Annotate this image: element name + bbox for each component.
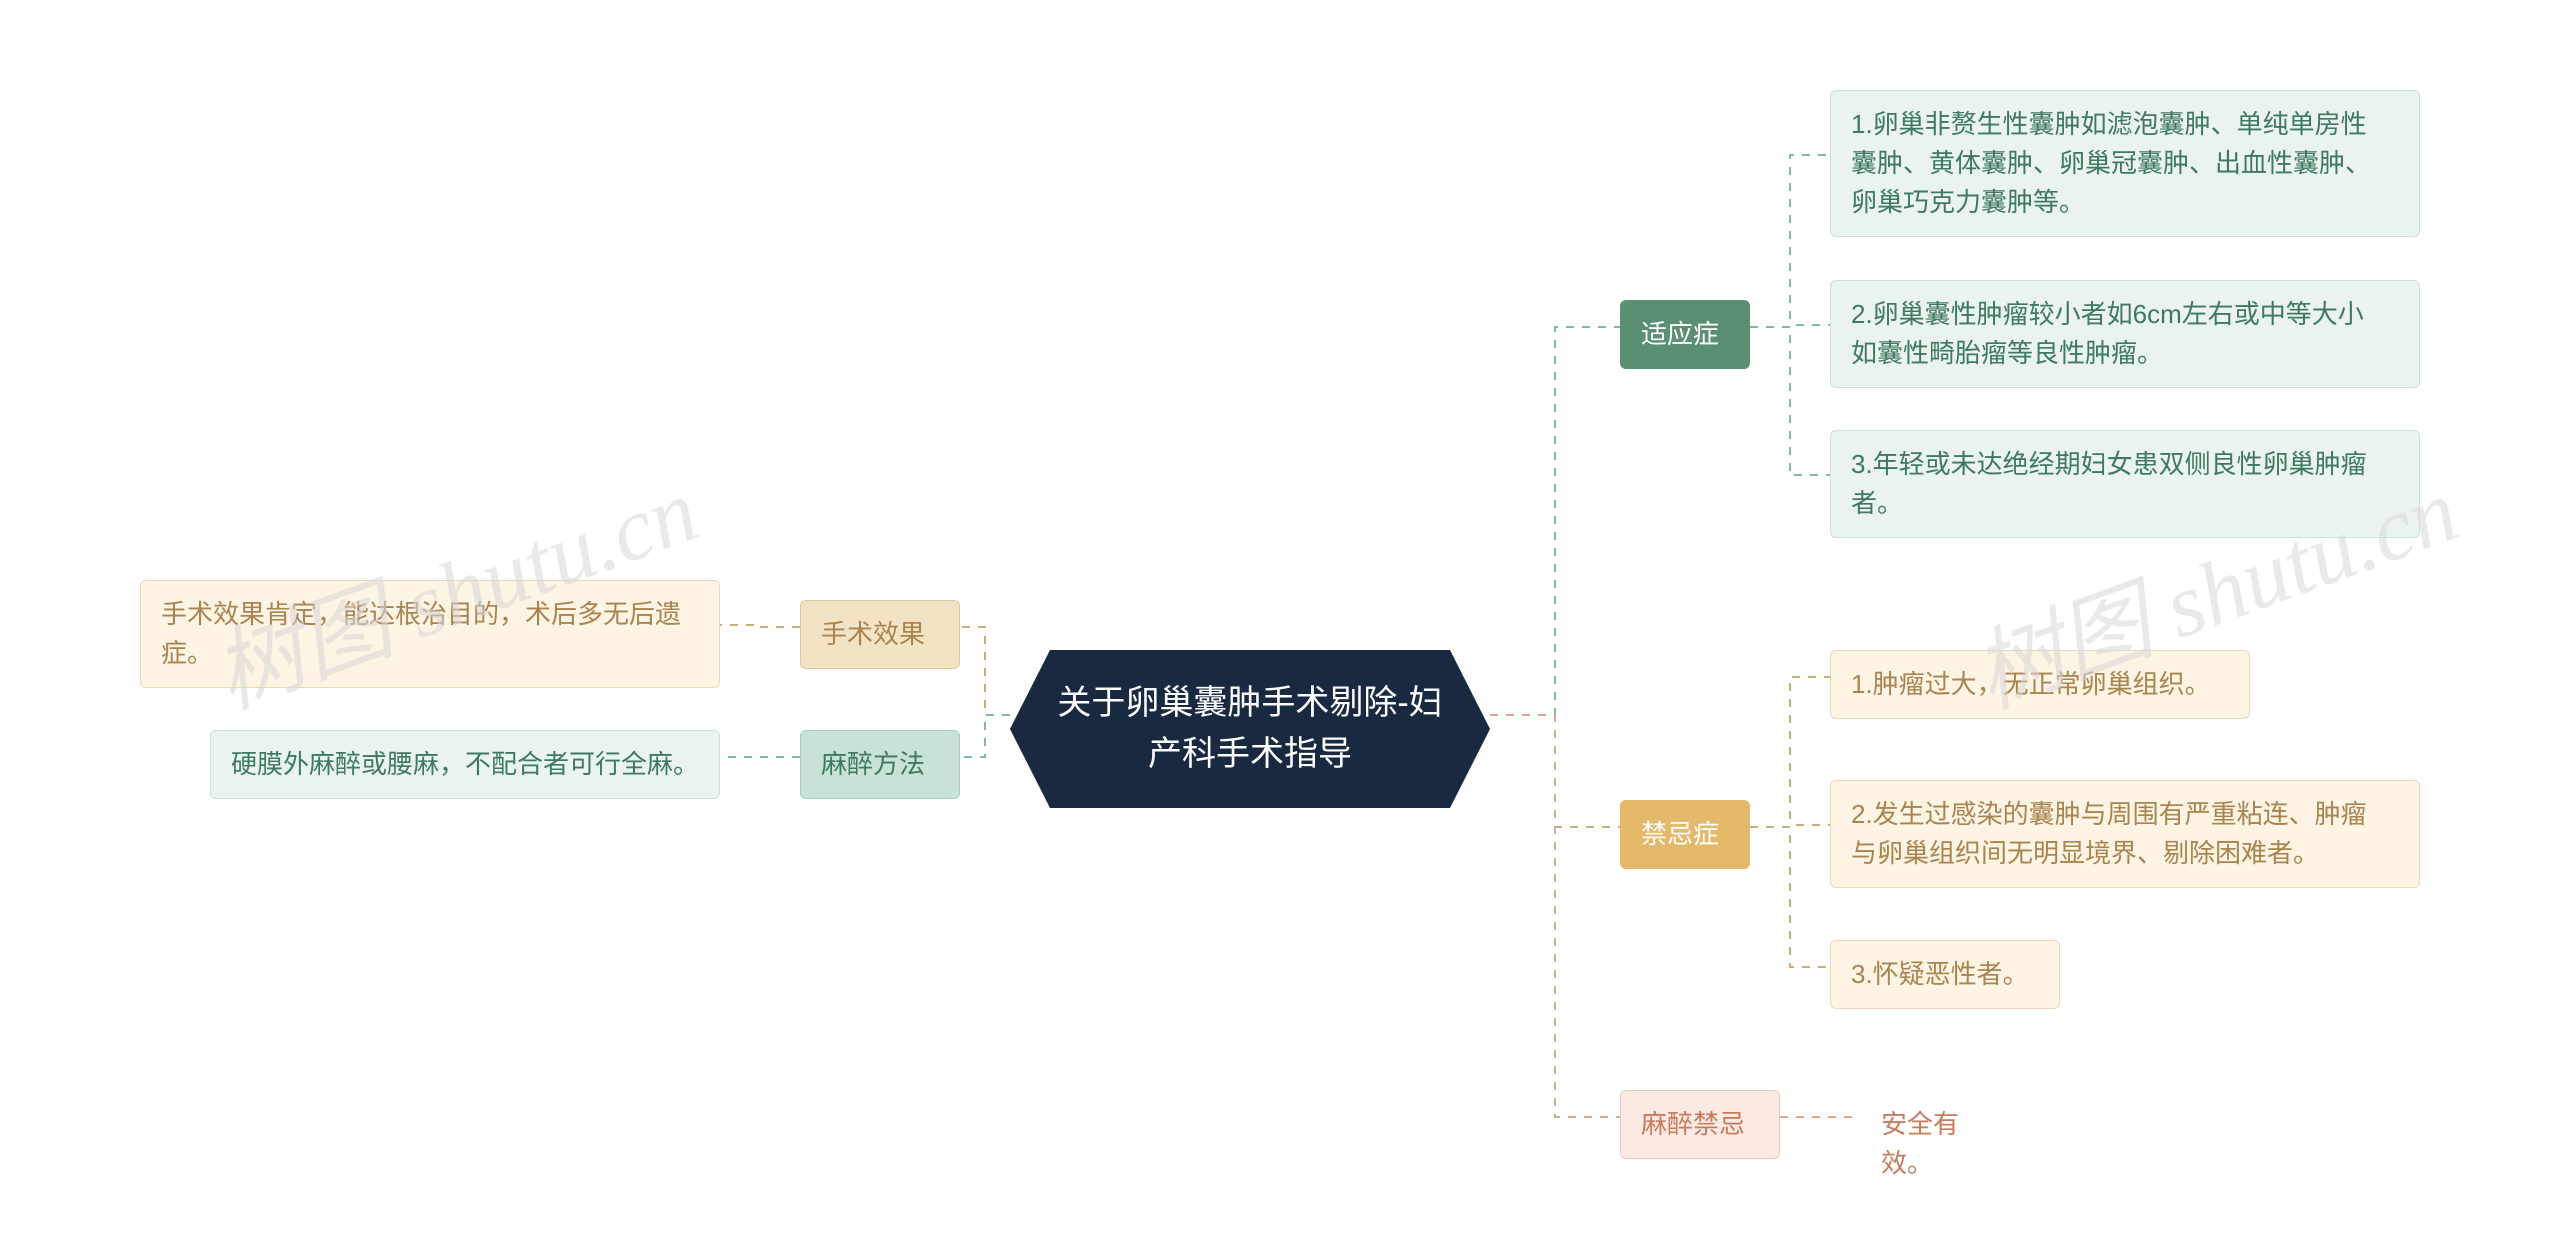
leaf-right-1-2: 3.怀疑恶性者。 (1830, 940, 2060, 1009)
branch-麻醉禁忌: 麻醉禁忌 (1620, 1090, 1780, 1159)
leaf-right-0-1: 2.卵巢囊性肿瘤较小者如6cm左右或中等大小 如囊性畸胎瘤等良性肿瘤。 (1830, 280, 2420, 388)
branch-禁忌症: 禁忌症 (1620, 800, 1750, 869)
leaf-left-1-0: 硬膜外麻醉或腰麻，不配合者可行全麻。 (210, 730, 720, 799)
connector (1750, 827, 1830, 967)
leaf-right-1-1: 2.发生过感染的囊肿与周围有严重粘连、肿瘤 与卵巢组织间无明显境界、剔除困难者。 (1830, 780, 2420, 888)
connector (1490, 715, 1620, 1117)
leaf-left-0-0: 手术效果肯定，能达根治目的，术后多无后遗 症。 (140, 580, 720, 688)
connector (960, 627, 1010, 715)
leaf-right-2-0: 安全有效。 (1860, 1090, 2030, 1198)
connector (1750, 327, 1830, 475)
branch-麻醉方法: 麻醉方法 (800, 730, 960, 799)
leaf-right-0-0: 1.卵巢非赘生性囊肿如滤泡囊肿、单纯单房性 囊肿、黄体囊肿、卵巢冠囊肿、出血性囊… (1830, 90, 2420, 237)
connector (1750, 677, 1830, 827)
connector (720, 625, 800, 627)
leaf-right-0-2: 3.年轻或未达绝经期妇女患双侧良性卵巢肿瘤 者。 (1830, 430, 2420, 538)
connector (960, 715, 1010, 757)
root-node: 关于卵巢囊肿手术剔除-妇 产科手术指导 (1010, 650, 1490, 808)
connector (1750, 325, 1830, 327)
connector (1750, 155, 1830, 327)
leaf-right-1-0: 1.肿瘤过大，无正常卵巢组织。 (1830, 650, 2250, 719)
connector (1490, 715, 1620, 827)
branch-适应症: 适应症 (1620, 300, 1750, 369)
connector (1490, 327, 1620, 715)
branch-手术效果: 手术效果 (800, 600, 960, 669)
connector (1750, 825, 1830, 827)
